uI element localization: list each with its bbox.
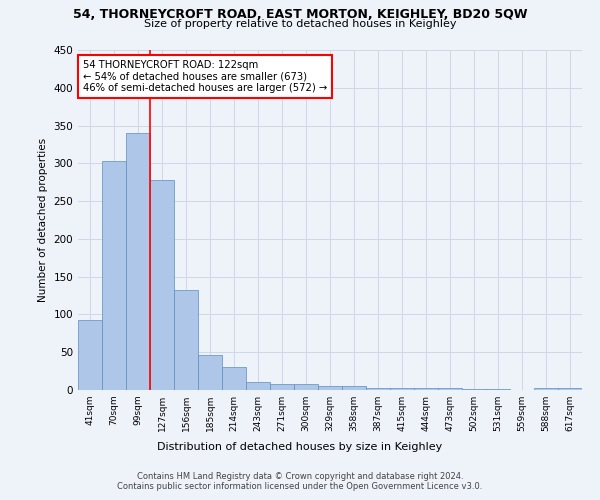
Bar — [342, 386, 366, 390]
Bar — [222, 366, 246, 390]
Bar — [414, 388, 438, 390]
Bar — [174, 290, 198, 390]
Bar — [198, 355, 222, 390]
Bar — [462, 389, 486, 390]
Bar — [78, 320, 102, 390]
Bar — [246, 382, 270, 390]
Bar — [318, 386, 342, 390]
Bar — [102, 161, 126, 390]
Text: 54, THORNEYCROFT ROAD, EAST MORTON, KEIGHLEY, BD20 5QW: 54, THORNEYCROFT ROAD, EAST MORTON, KEIG… — [73, 8, 527, 20]
Bar — [438, 388, 462, 390]
Bar — [294, 384, 318, 390]
Bar — [486, 389, 510, 390]
Bar — [558, 388, 582, 390]
Text: Contains HM Land Registry data © Crown copyright and database right 2024.: Contains HM Land Registry data © Crown c… — [137, 472, 463, 481]
Text: 54 THORNEYCROFT ROAD: 122sqm
← 54% of detached houses are smaller (673)
46% of s: 54 THORNEYCROFT ROAD: 122sqm ← 54% of de… — [83, 60, 327, 94]
Bar — [126, 133, 150, 390]
Text: Distribution of detached houses by size in Keighley: Distribution of detached houses by size … — [157, 442, 443, 452]
Bar — [534, 388, 558, 390]
Bar — [366, 388, 390, 390]
Bar — [270, 384, 294, 390]
Text: Contains public sector information licensed under the Open Government Licence v3: Contains public sector information licen… — [118, 482, 482, 491]
Bar — [390, 388, 414, 390]
Y-axis label: Number of detached properties: Number of detached properties — [38, 138, 48, 302]
Bar — [150, 180, 174, 390]
Text: Size of property relative to detached houses in Keighley: Size of property relative to detached ho… — [144, 19, 456, 29]
